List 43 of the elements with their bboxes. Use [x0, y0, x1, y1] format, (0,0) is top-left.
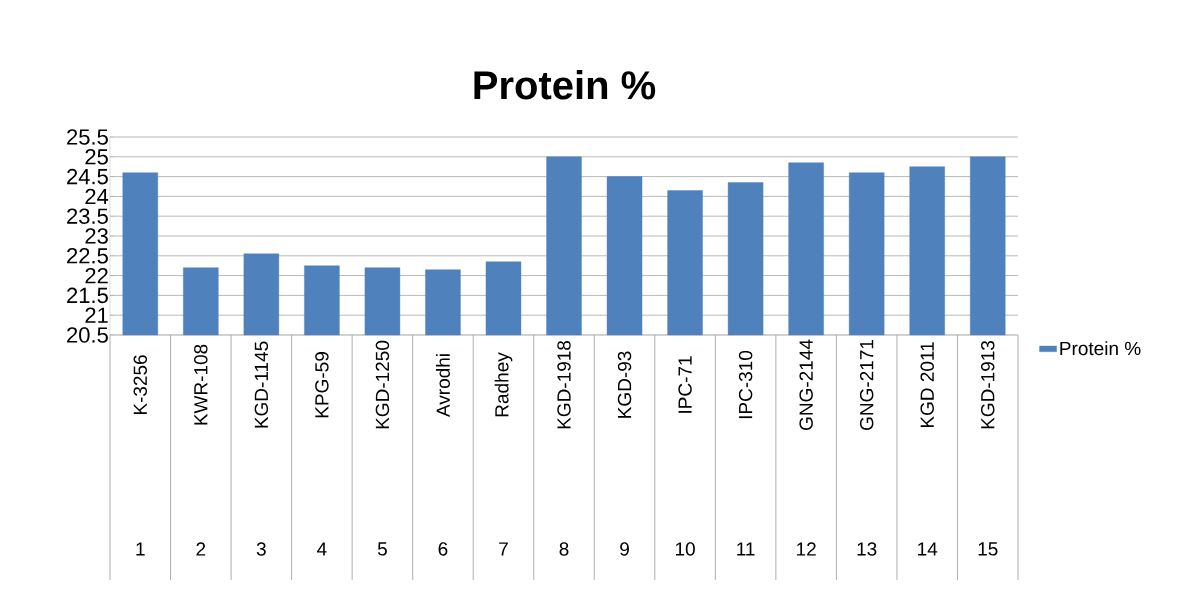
x-tick-label: Avrodhi	[435, 354, 450, 417]
x-tick-label: KGD-1250	[375, 340, 390, 429]
text: 3	[256, 542, 266, 556]
text: 7	[499, 542, 508, 556]
y-tick-label: 21	[85, 307, 108, 323]
text: 11	[737, 542, 755, 556]
x-tick-label: Radhey	[494, 352, 513, 417]
y-tick-label: 22	[85, 267, 108, 284]
text: 6	[438, 542, 448, 556]
text: 9	[620, 542, 629, 556]
x-tick-label: KGD-1145	[254, 341, 269, 428]
y-tick-label: 21.5	[67, 287, 108, 304]
x-tick-label: GNG-2171	[859, 340, 874, 430]
x-tick-label: KGD 2011	[920, 342, 934, 428]
x-tick-label: KGD-1918	[557, 340, 571, 429]
chart-title: Protein %	[474, 70, 656, 100]
text: 15	[978, 542, 998, 556]
x-tick-label: GNG-2144	[799, 339, 813, 430]
y-tick-label: 24	[85, 188, 109, 205]
text: 2	[196, 542, 206, 556]
x-tick-label: KGD-1913	[981, 340, 995, 429]
x-tick-label: IPC-71	[678, 356, 692, 413]
x-tick-label: K-3256	[133, 355, 148, 415]
text: 1	[136, 542, 145, 556]
x-tick-label: IPC-310	[738, 350, 753, 419]
text: 10	[675, 542, 695, 556]
y-tick-label: 24.5	[67, 168, 108, 185]
x-tick-label: KGD-93	[617, 351, 632, 418]
y-tick-label: 25.5	[67, 129, 108, 145]
x-tick-label: KWR-108	[194, 344, 208, 425]
text: 12	[797, 542, 816, 556]
text: 8	[559, 542, 569, 556]
text: 5	[377, 542, 387, 556]
y-tick-label: 23	[85, 228, 108, 244]
text: 4	[317, 542, 327, 556]
text: 14	[918, 542, 938, 556]
y-tick-label: 22.5	[67, 248, 108, 264]
text: 13	[857, 542, 877, 556]
legend-label: Protein %	[1060, 341, 1141, 356]
x-tick-label: KPG-59	[315, 352, 329, 418]
y-tick-label: 25	[85, 149, 108, 165]
y-tick-label: 20.5	[67, 327, 108, 343]
y-tick-label: 23.5	[67, 208, 108, 224]
